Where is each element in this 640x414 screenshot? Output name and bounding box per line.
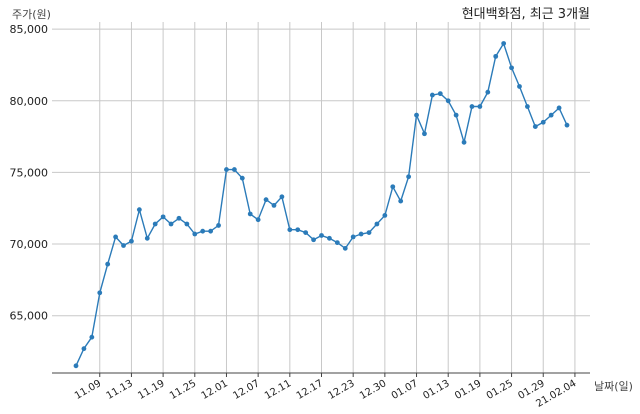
data-point [184, 221, 190, 227]
data-point [97, 290, 103, 296]
data-point [509, 65, 514, 71]
data-point [192, 231, 198, 237]
data-point [556, 105, 562, 111]
data-point [501, 41, 507, 46]
series-group [73, 41, 570, 369]
data-point [517, 84, 522, 89]
data-point [144, 235, 150, 241]
data-point [200, 228, 206, 234]
data-point [374, 221, 380, 227]
data-point [255, 217, 261, 223]
data-point [216, 223, 221, 228]
data-point [73, 363, 79, 369]
data-point [319, 233, 324, 238]
data-point [477, 104, 483, 109]
data-point [485, 89, 491, 95]
x-tick-label: 12.11 [263, 378, 293, 402]
data-point [247, 211, 253, 217]
data-point [350, 234, 356, 240]
x-tick-label: 01.19 [453, 378, 483, 402]
x-tick-label: 11.09 [73, 378, 103, 402]
data-point [398, 198, 404, 204]
data-point [564, 122, 570, 128]
data-point [342, 245, 348, 251]
x-tick-label: 11.13 [105, 378, 135, 402]
data-point [121, 243, 126, 248]
data-point [89, 334, 95, 340]
data-point [366, 230, 372, 236]
data-point [422, 131, 427, 137]
x-tick-label: 01.25 [485, 378, 515, 402]
data-point [327, 235, 332, 241]
data-point [136, 207, 142, 213]
y-tick-label: 80,000 [10, 95, 49, 108]
y-axis: 65,000 70,000 75,000 80,000 85,000 [10, 23, 49, 323]
grid [52, 22, 590, 373]
data-point [152, 221, 158, 227]
data-point [445, 98, 451, 104]
data-point [105, 261, 111, 267]
data-point [493, 53, 499, 59]
data-point [279, 194, 285, 200]
y-tick-label: 65,000 [10, 310, 49, 323]
chart-title: 현대백화점, 최근 3개월 [462, 7, 590, 22]
data-point [295, 227, 301, 233]
data-point [168, 221, 174, 227]
data-point [532, 124, 538, 129]
data-point [469, 104, 475, 109]
data-point [334, 240, 340, 246]
data-point [358, 231, 364, 237]
data-point [239, 175, 245, 181]
x-axis: 11.09 11.13 11.19 11.25 12.01 12.07 12.11 12.17… [73, 373, 578, 410]
data-point [414, 112, 419, 118]
x-tick-label: 01.13 [421, 378, 451, 402]
data-point [540, 119, 546, 125]
x-tick-label: 12.01 [200, 378, 230, 402]
data-point [406, 174, 412, 180]
data-point [271, 202, 277, 208]
data-point [525, 104, 530, 109]
data-point [382, 213, 388, 218]
x-tick-label: 11.19 [136, 378, 166, 402]
data-point [231, 167, 237, 172]
y-tick-label: 85,000 [10, 23, 49, 36]
y-tick-label: 75,000 [10, 166, 49, 179]
x-tick-label: 12.23 [326, 378, 356, 402]
data-point [208, 228, 214, 234]
data-point [429, 92, 435, 98]
x-axis-title: 날짜(일) [594, 379, 633, 393]
data-point [390, 184, 396, 190]
x-tick-label: 12.07 [231, 378, 261, 402]
data-point [453, 112, 459, 118]
x-tick-label: 12.30 [358, 378, 388, 402]
data-point [176, 215, 182, 221]
data-point [287, 227, 293, 233]
data-point [461, 139, 467, 145]
data-point [224, 167, 229, 172]
data-point [160, 214, 166, 220]
data-point [303, 230, 309, 236]
x-tick-label: 01.07 [390, 378, 420, 402]
y-tick-label: 70,000 [10, 238, 49, 251]
data-point [113, 234, 118, 240]
y-axis-title: 주가(원) [12, 8, 51, 21]
x-tick-label: 12.17 [295, 378, 325, 402]
data-point [81, 346, 87, 352]
data-point [263, 197, 269, 203]
data-point [548, 112, 554, 118]
data-point [437, 91, 443, 97]
x-tick-label: 11.25 [168, 378, 198, 402]
data-point [129, 238, 134, 244]
data-point [311, 237, 316, 243]
